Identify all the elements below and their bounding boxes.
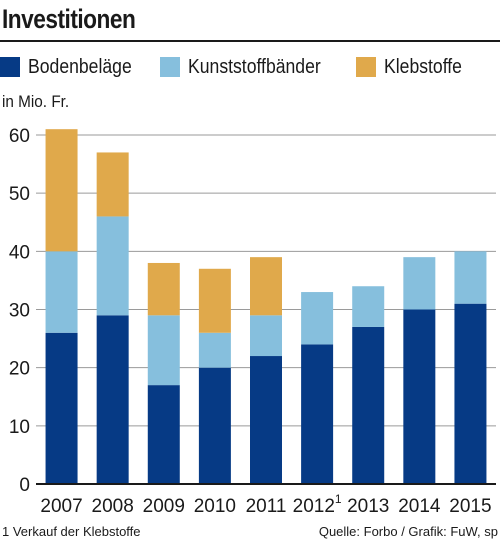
y-tick-label: 40 — [9, 242, 30, 263]
legend-label-kunststoffbaender: Kunststoffbänder — [188, 55, 321, 78]
legend-swatch-kunststoffbaender — [160, 57, 180, 77]
bar-segment-kunststoffbaender — [301, 292, 334, 345]
bar-segment-bodenbelaege — [403, 309, 436, 484]
chart-title: Investitionen — [2, 4, 136, 34]
legend-item-bodenbelaege: Bodenbeläge — [0, 55, 146, 79]
source-credit: Quelle: Forbo / Grafik: FuW, sp — [318, 524, 498, 539]
y-tick-label: 30 — [9, 301, 30, 322]
x-tick-label: 2008 — [92, 496, 134, 517]
legend-label-klebstoffe: Klebstoffe — [384, 55, 462, 78]
bar-segment-kunststoffbaender — [403, 257, 436, 310]
x-tick-label: 2011 — [246, 496, 287, 517]
x-tick-label: 2014 — [398, 496, 441, 517]
bar-segment-klebstoffe — [45, 129, 78, 252]
bar-segment-bodenbelaege — [45, 332, 78, 484]
x-tick-label: 2013 — [347, 496, 389, 517]
legend-label-bodenbelaege: Bodenbeläge — [28, 55, 132, 78]
bar-segment-bodenbelaege — [96, 315, 129, 484]
footnote: 1 Verkauf der Klebstoffe — [2, 524, 141, 539]
bar-segment-bodenbelaege — [454, 303, 487, 484]
y-tick-label: 60 — [9, 126, 30, 147]
x-tick-label: 2009 — [143, 496, 185, 517]
y-tick-label: 20 — [9, 359, 30, 380]
x-tick-label: 2010 — [194, 496, 236, 517]
bar-segment-kunststoffbaender — [352, 286, 385, 327]
legend-swatch-bodenbelaege — [0, 57, 20, 77]
bar-segment-bodenbelaege — [352, 326, 385, 484]
bar-segment-bodenbelaege — [301, 344, 334, 484]
y-axis-unit-label: in Mio. Fr. — [2, 92, 70, 111]
legend: Bodenbeläge Kunststoffbänder Klebstoffe — [0, 55, 500, 79]
bar-segment-klebstoffe — [198, 268, 231, 333]
bar-segment-klebstoffe — [250, 257, 282, 316]
bar-segment-bodenbelaege — [250, 356, 282, 484]
bar-segment-kunststoffbaender — [198, 332, 231, 368]
x-tick-label: 20121 — [293, 492, 342, 517]
y-tick-label: 0 — [19, 475, 30, 496]
legend-item-kunststoffbaender: Kunststoffbänder — [160, 55, 339, 79]
bar-segment-kunststoffbaender — [45, 251, 78, 333]
legend-swatch-klebstoffe — [356, 57, 376, 77]
bar-segment-bodenbelaege — [147, 385, 180, 484]
title-rule — [0, 40, 500, 42]
bar-segment-kunststoffbaender — [147, 315, 180, 386]
bar-segment-kunststoffbaender — [250, 315, 282, 357]
bar-segment-kunststoffbaender — [454, 251, 487, 304]
bar-segment-klebstoffe — [147, 262, 180, 316]
y-tick-label: 10 — [9, 417, 30, 438]
x-tick-label: 2007 — [40, 496, 82, 517]
bar-segment-klebstoffe — [96, 152, 129, 217]
bar-segment-bodenbelaege — [198, 367, 231, 484]
y-tick-label: 50 — [9, 184, 30, 205]
bar-segment-kunststoffbaender — [96, 216, 129, 316]
legend-item-klebstoffe: Klebstoffe — [356, 55, 473, 79]
x-tick-label: 2015 — [449, 496, 491, 517]
